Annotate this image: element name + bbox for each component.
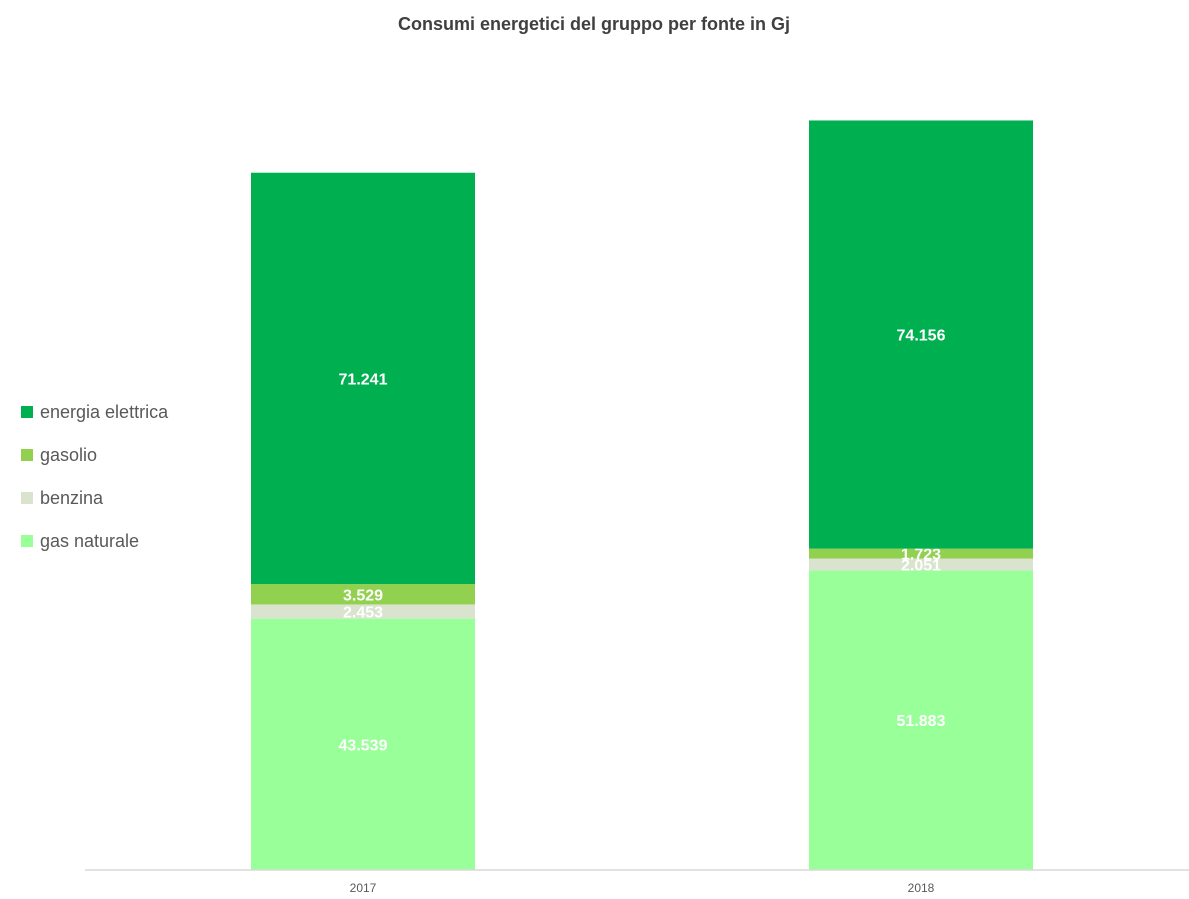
data-label: 3.529 bbox=[343, 587, 383, 604]
bar-segment-benzina-2018 bbox=[809, 558, 1033, 571]
legend-swatch bbox=[21, 406, 33, 418]
legend-label: gas naturale bbox=[40, 531, 139, 551]
data-label: 51.883 bbox=[897, 713, 946, 730]
data-label: 74.156 bbox=[897, 328, 946, 345]
bar-segment-gasolio-2018 bbox=[809, 548, 1033, 559]
data-label: 2.453 bbox=[343, 605, 383, 622]
bar-segment-energia-elettrica-2017 bbox=[251, 172, 475, 585]
legend: energia elettrica gasolio benzina gas natur… bbox=[21, 402, 169, 551]
legend-label: gasolio bbox=[40, 445, 97, 465]
data-label: 1.723 bbox=[901, 547, 941, 564]
legend-swatch bbox=[21, 449, 33, 461]
data-label: 2.051 bbox=[901, 558, 941, 575]
x-axis-tick-labels: 2017 2018 bbox=[350, 881, 935, 895]
data-label: 71.241 bbox=[339, 371, 388, 388]
x-tick-label: 2017 bbox=[350, 881, 377, 895]
bar-segment-gasolio-2017 bbox=[251, 584, 475, 605]
legend-label: benzina bbox=[40, 488, 104, 508]
bar-segment-benzina-2017 bbox=[251, 604, 475, 619]
legend-label: energia elettrica bbox=[40, 402, 169, 422]
data-label: 43.539 bbox=[339, 737, 388, 754]
x-tick-label: 2018 bbox=[908, 881, 935, 895]
bar-segment-gas-naturale-2017 bbox=[251, 618, 475, 870]
legend-swatch bbox=[21, 492, 33, 504]
bar-segment-energia-elettrica-2018 bbox=[809, 120, 1033, 549]
chart-title: Consumi energetici del gruppo per fonte … bbox=[398, 14, 790, 34]
bar-segment-gas-naturale-2018 bbox=[809, 570, 1033, 870]
legend-swatch bbox=[21, 535, 33, 547]
